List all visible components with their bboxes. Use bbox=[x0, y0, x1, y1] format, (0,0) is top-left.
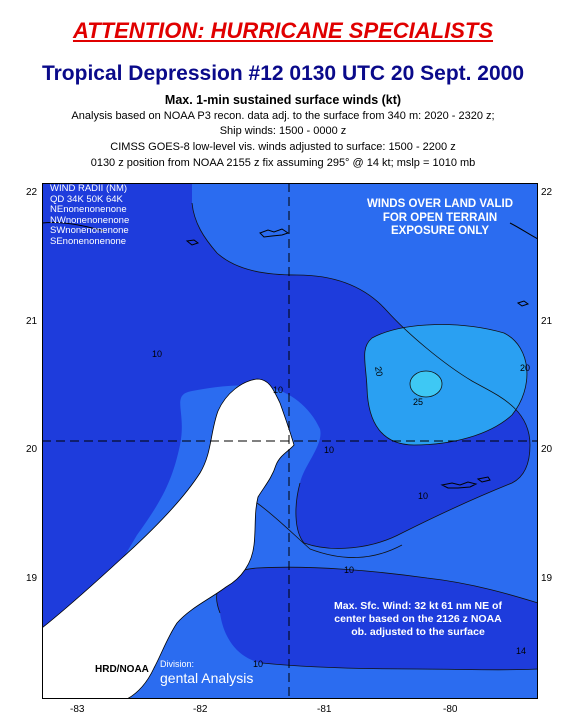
wind-radii-row: SEnonenonenone bbox=[50, 235, 127, 247]
lat-label-right: 19 bbox=[541, 573, 553, 584]
position-line: 0130 z position from NOAA 2155 z fix ass… bbox=[90, 157, 476, 169]
max-wind-line: Max. Sfc. Wind: 32 kt 61 nm NE of bbox=[334, 600, 502, 612]
wind-radii-row: NEnonenonenone bbox=[50, 204, 127, 215]
contour-label-group: 10 10 10 10 10 20 20 25 10 14 bbox=[152, 349, 530, 669]
wind-radii-table: WIND RADII (NM) QD 34K 50K 64K NEnonenon… bbox=[50, 183, 130, 247]
contour-label: 10 bbox=[324, 445, 334, 455]
contour-label: 10 bbox=[152, 349, 162, 359]
land-note-line: FOR OPEN TERRAIN bbox=[382, 211, 498, 224]
band-20-25 bbox=[364, 324, 527, 445]
lat-label-right: 21 bbox=[541, 316, 553, 327]
wind-radii-title: WIND RADII (NM) bbox=[50, 183, 128, 194]
max-wind-line: ob. adjusted to the surface bbox=[351, 626, 485, 638]
max-wind-line: center based on the 2126 z NOAA bbox=[334, 613, 502, 625]
analysis-line: Analysis based on NOAA P3 recon. data ad… bbox=[71, 110, 495, 122]
division-text: gental Analysis bbox=[160, 670, 254, 686]
lat-label-left: 20 bbox=[26, 444, 38, 455]
center-crosshair bbox=[42, 183, 538, 699]
contour-label: 10 bbox=[273, 385, 283, 395]
land-mass bbox=[41, 378, 295, 700]
map-frame bbox=[42, 183, 538, 699]
band-south-lt10 bbox=[216, 567, 539, 670]
lat-label-right: 22 bbox=[541, 187, 553, 198]
lat-label-left: 21 bbox=[26, 316, 38, 327]
lon-label: -80 bbox=[443, 704, 458, 715]
lon-label: -83 bbox=[70, 704, 85, 715]
division-label: Division: bbox=[160, 659, 195, 669]
contour-label: 10 bbox=[418, 491, 428, 501]
wind-radii-header: QD 34K 50K 64K bbox=[50, 193, 123, 205]
max-wind-note: Max. Sfc. Wind: 32 kt 61 nm NE of center… bbox=[300, 600, 536, 639]
lat-label-left: 22 bbox=[26, 187, 38, 198]
lat-label-right: 20 bbox=[541, 444, 553, 455]
contour-label: 10 bbox=[253, 659, 263, 669]
lon-label: -81 bbox=[317, 704, 332, 715]
band-gt25 bbox=[410, 371, 442, 397]
ship-winds-line: Ship winds: 1500 - 0000 z bbox=[219, 125, 347, 137]
wind-radii-row: NWnonenonenone bbox=[50, 214, 130, 226]
map-svg: 10 10 10 10 10 20 20 25 10 14 bbox=[41, 183, 539, 700]
contour-label: 20 bbox=[520, 363, 530, 373]
lon-label: -82 bbox=[193, 704, 208, 715]
contour-label: 10 bbox=[344, 565, 354, 575]
land-note-line: EXPOSURE ONLY bbox=[391, 225, 489, 237]
credit-label: HRD/NOAA bbox=[95, 664, 149, 675]
islands bbox=[41, 222, 539, 489]
contour-label: 20 bbox=[373, 366, 385, 378]
wind-radii-row: SWnonenonenone bbox=[50, 225, 129, 236]
land-note-line: WINDS OVER LAND VALID bbox=[366, 198, 514, 210]
contour-label: 14 bbox=[516, 646, 526, 656]
land-winds-note: WINDS OVER LAND VALID FOR OPEN TERRAIN E… bbox=[345, 198, 535, 239]
contour-label: 25 bbox=[413, 397, 423, 407]
page-title: Tropical Depression #12 0130 UTC 20 Sept… bbox=[41, 62, 525, 85]
lat-label-left: 19 bbox=[26, 573, 38, 584]
wind-analysis-map: 10 10 10 10 10 20 20 25 10 14 bbox=[41, 183, 539, 700]
attention-banner: ATTENTION: HURRICANE SPECIALISTS bbox=[72, 18, 494, 43]
map-subtitle: Max. 1-min sustained surface winds (kt) bbox=[164, 93, 402, 107]
cimss-line: CIMSS GOES-8 low-level vis. winds adjust… bbox=[110, 141, 456, 153]
